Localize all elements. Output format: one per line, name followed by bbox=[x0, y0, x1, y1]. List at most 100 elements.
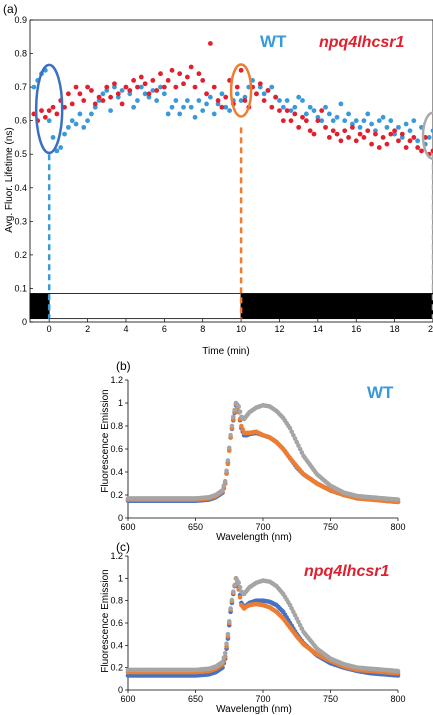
npq-point bbox=[131, 78, 137, 83]
npq-point bbox=[42, 114, 48, 120]
y-tick-label: 0.2 bbox=[110, 490, 123, 500]
npq-point bbox=[315, 118, 321, 124]
wt-point bbox=[376, 118, 382, 124]
wt-point bbox=[219, 91, 225, 97]
panel-a-xlabel: Time (min) bbox=[202, 346, 249, 357]
panel-a-frame bbox=[29, 19, 433, 323]
npq-point bbox=[108, 94, 113, 100]
wt-point bbox=[396, 124, 401, 130]
wt-point bbox=[89, 111, 94, 117]
npq-point bbox=[311, 131, 317, 137]
wt-point bbox=[104, 88, 110, 93]
gray-spectrum-point bbox=[297, 446, 303, 452]
wt-point bbox=[196, 98, 202, 103]
wt-point bbox=[284, 98, 290, 103]
x-tick-label: 600 bbox=[120, 522, 135, 532]
npq-point bbox=[292, 111, 298, 117]
gray-spectrum-point bbox=[237, 584, 243, 590]
gray-spectrum-point bbox=[229, 423, 235, 429]
npq-point bbox=[261, 98, 267, 103]
wt-point bbox=[280, 104, 286, 110]
npq-point bbox=[384, 141, 390, 147]
npq-point bbox=[96, 94, 102, 100]
wt-point bbox=[62, 131, 67, 137]
y-tick-label: 1 bbox=[118, 398, 123, 408]
npq-point bbox=[334, 131, 340, 137]
npq-point bbox=[415, 145, 421, 150]
y-tick-label: 0.3 bbox=[14, 216, 27, 226]
gray-spectrum-point bbox=[236, 404, 241, 409]
npq-point bbox=[204, 91, 209, 97]
light-bar-segment bbox=[29, 293, 50, 320]
x-tick-label: 600 bbox=[120, 694, 135, 704]
wt-point bbox=[338, 101, 344, 107]
wt-point bbox=[200, 108, 206, 113]
legend-wt: WT bbox=[260, 32, 287, 51]
gray-spectrum-point bbox=[236, 580, 241, 586]
npq-point bbox=[323, 124, 328, 130]
gray-spectrum-point bbox=[228, 432, 233, 438]
npq-point bbox=[403, 145, 409, 150]
wt-point bbox=[204, 101, 209, 107]
wt-point bbox=[315, 114, 321, 120]
gray-spectrum-point bbox=[232, 582, 237, 588]
wt-point bbox=[307, 104, 313, 110]
wt-point bbox=[357, 124, 363, 130]
gray-spectrum-point bbox=[229, 597, 235, 603]
wt-point bbox=[146, 94, 152, 100]
npq-point bbox=[430, 148, 433, 154]
orange-spectrum-point bbox=[240, 427, 246, 432]
wt-point bbox=[173, 98, 179, 103]
wt-point bbox=[207, 94, 213, 100]
wt-point bbox=[100, 91, 106, 97]
npq-point bbox=[123, 84, 129, 90]
npq-point bbox=[392, 128, 398, 134]
wt-point bbox=[242, 94, 248, 100]
npq-point bbox=[346, 135, 351, 140]
y-tick-label: 0.5 bbox=[14, 149, 27, 159]
x-tick-label: 4 bbox=[123, 324, 128, 334]
wt-point bbox=[188, 104, 194, 110]
light-bar-segment bbox=[48, 293, 242, 320]
wt-point bbox=[238, 98, 244, 103]
gray-spectrum-point bbox=[224, 468, 229, 474]
wt-point bbox=[392, 131, 398, 137]
npq-point bbox=[353, 138, 359, 144]
npq-point bbox=[200, 78, 206, 83]
npq-point bbox=[326, 135, 332, 140]
npq-point bbox=[407, 138, 413, 144]
npq-point bbox=[288, 118, 294, 124]
npq-point bbox=[234, 84, 240, 90]
x-tick-label: 20 bbox=[428, 324, 433, 334]
wt-point bbox=[369, 121, 374, 127]
npq-point bbox=[89, 88, 94, 93]
npq-point bbox=[300, 114, 305, 120]
npq-point bbox=[85, 84, 90, 90]
wt-point bbox=[319, 118, 325, 124]
gray-spectrum-point bbox=[395, 497, 401, 502]
wt-point bbox=[292, 104, 298, 110]
x-tick-label: 800 bbox=[390, 522, 405, 532]
y-tick-label: 0 bbox=[22, 317, 27, 327]
npq-point bbox=[376, 145, 382, 150]
gray-spectrum-point bbox=[291, 432, 296, 438]
orange-spectrum-point bbox=[239, 423, 244, 429]
gray-spectrum-point bbox=[299, 450, 305, 455]
orange-spectrum-point bbox=[237, 595, 243, 600]
npq-point bbox=[154, 88, 160, 93]
panel-a-label: (a) bbox=[3, 2, 18, 16]
gray-spectrum-point bbox=[289, 429, 294, 435]
y-tick-label: 0.1 bbox=[14, 283, 27, 293]
x-tick-label: 0 bbox=[47, 324, 52, 334]
y-tick-label: 0.6 bbox=[110, 618, 123, 628]
x-tick-label: 16 bbox=[351, 324, 361, 334]
npq-point bbox=[104, 84, 110, 90]
gray-spectrum-point bbox=[231, 414, 236, 420]
npq-point bbox=[319, 108, 325, 113]
wt-point bbox=[161, 91, 167, 97]
wt-point bbox=[50, 135, 56, 140]
wt-point bbox=[300, 98, 305, 103]
gray-spectrum-point bbox=[287, 426, 293, 431]
wt-point bbox=[365, 111, 371, 117]
